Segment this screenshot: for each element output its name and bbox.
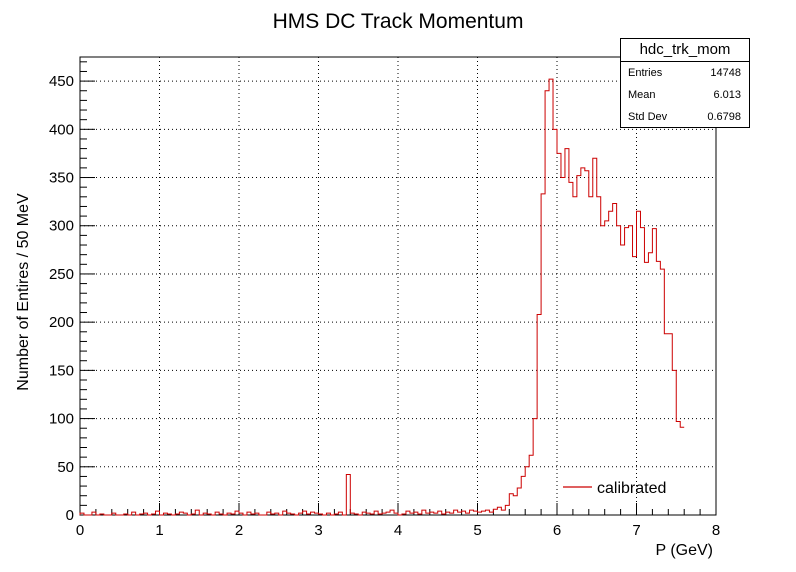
x-tick-label: 6 xyxy=(553,522,561,539)
x-tick-label: 5 xyxy=(473,522,481,539)
x-axis-label: P (GeV) xyxy=(656,542,714,559)
legend: calibrated xyxy=(563,480,666,497)
x-tick-label: 0 xyxy=(76,522,84,539)
y-tick-label: 200 xyxy=(49,314,74,331)
stats-label: Mean xyxy=(628,89,656,101)
stats-label: Std Dev xyxy=(628,111,668,123)
histogram-series xyxy=(79,78,685,516)
stats-value: 14748 xyxy=(710,67,741,79)
axes: 0 1 2 3 4 5 6 7 8 0 50 100 150 200 250 300 350 400 450 xyxy=(49,61,720,539)
y-tick-label: 100 xyxy=(49,411,74,428)
x-tick-label: 4 xyxy=(394,522,402,539)
stats-value: 6.013 xyxy=(713,89,741,101)
y-tick-label: 0 xyxy=(66,507,74,524)
histogram-line xyxy=(79,78,685,516)
x-tick-label: 1 xyxy=(155,522,163,539)
x-tick-label: 2 xyxy=(235,522,243,539)
y-tick-label: 450 xyxy=(49,73,74,90)
stats-title: hdc_trk_mom xyxy=(621,39,749,62)
stats-label: Entries xyxy=(628,67,663,79)
y-tick-label: 50 xyxy=(57,459,74,476)
x-tick-label: 8 xyxy=(712,522,720,539)
stats-box: hdc_trk_mom Entries 14748 Mean 6.013 Std… xyxy=(620,38,750,128)
stats-value: 0.6798 xyxy=(707,111,741,123)
x-tick-label: 7 xyxy=(632,522,640,539)
stats-row-entries: Entries 14748 xyxy=(621,62,749,84)
y-tick-label: 250 xyxy=(49,266,74,283)
x-tick-label: 3 xyxy=(314,522,322,539)
y-axis-label: Number of Entires / 50 MeV xyxy=(15,193,32,391)
stats-row-mean: Mean 6.013 xyxy=(621,84,749,106)
chart-title: HMS DC Track Momentum xyxy=(273,10,524,33)
y-tick-label: 400 xyxy=(49,121,74,138)
legend-label: calibrated xyxy=(597,480,666,497)
y-tick-label: 350 xyxy=(49,170,74,187)
y-tick-label: 150 xyxy=(49,362,74,379)
y-tick-label: 300 xyxy=(49,218,74,235)
stats-row-stddev: Std Dev 0.6798 xyxy=(621,106,749,128)
